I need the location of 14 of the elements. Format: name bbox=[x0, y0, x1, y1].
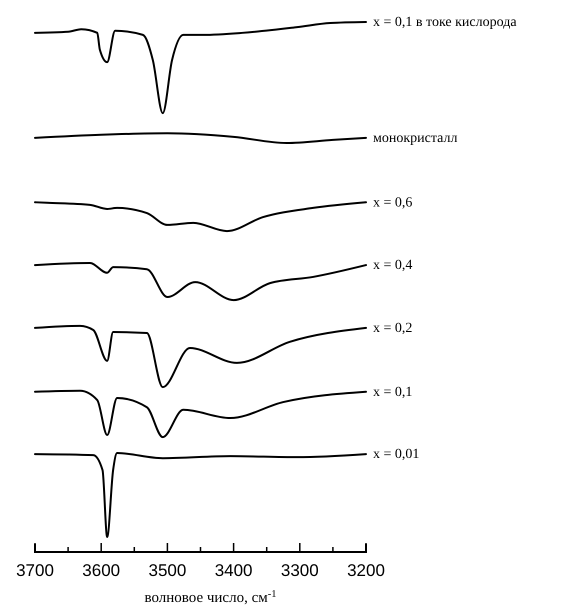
series-label: монокристалл bbox=[373, 130, 458, 146]
x-tick-label: 3400 bbox=[214, 561, 253, 580]
series-label: x = 0,1 в токе кислорода bbox=[373, 15, 518, 30]
series-label: x = 0,4 bbox=[373, 258, 412, 274]
series-label: x = 0,01 bbox=[373, 447, 420, 462]
x-tick-label: 3300 bbox=[280, 561, 319, 580]
x-axis-title: волновое число, см$^{-1}$ bbox=[144, 588, 276, 606]
series-label: x = 0,6 bbox=[373, 195, 412, 210]
x-tick-label: 3600 bbox=[82, 561, 120, 580]
series-label: x = 0,1 bbox=[373, 384, 412, 400]
x-tick-label: 3200 bbox=[347, 561, 385, 580]
series-label: x = 0,2 bbox=[373, 320, 412, 336]
x-tick-label: 3700 bbox=[16, 561, 54, 580]
x-tick-label: 3500 bbox=[148, 561, 186, 580]
